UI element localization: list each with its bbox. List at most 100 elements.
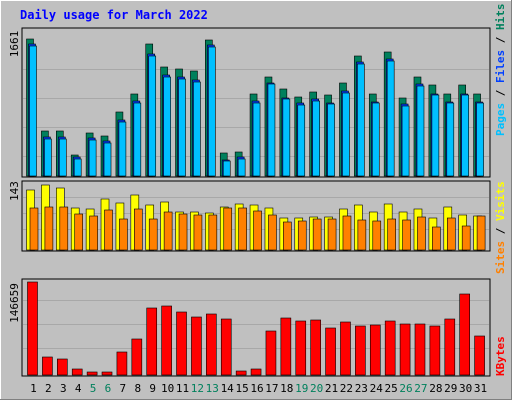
legend-slash-1: / <box>494 83 507 103</box>
x-axis-label: 15 <box>235 382 248 395</box>
top-panel-legend: Pages / Files / Hits <box>494 4 507 137</box>
legend-slash-2: / <box>494 30 507 50</box>
legend-visits: Visits <box>494 181 507 221</box>
sites-bar <box>178 213 188 251</box>
kbytes-bar <box>399 323 411 376</box>
bottom-panel-max-label: 146659 <box>8 283 21 323</box>
x-axis-label: 24 <box>370 382 384 395</box>
pages-bar <box>163 76 171 177</box>
pages-bar <box>88 139 97 177</box>
kbytes-bar <box>310 319 321 376</box>
x-axis-label: 13 <box>206 382 219 395</box>
sites-bar <box>193 214 203 251</box>
pages-bar <box>73 158 82 177</box>
sites-bar <box>268 214 277 251</box>
sites-bar <box>29 207 39 251</box>
x-axis-label: 7 <box>120 382 127 395</box>
kbytes-bar <box>220 318 232 376</box>
x-axis-label: 11 <box>176 382 189 395</box>
x-axis-label: 29 <box>444 382 457 395</box>
pages-bar <box>193 81 201 177</box>
pages-bar <box>267 83 276 177</box>
pages-bar <box>282 98 291 177</box>
x-axis-label: 9 <box>149 382 156 395</box>
top-panel-max-label: 1661 <box>8 31 21 58</box>
legend-sites: Sites <box>494 241 507 274</box>
kbytes-bar <box>27 281 38 376</box>
x-axis-label: 2 <box>45 382 52 395</box>
kbytes-bar <box>101 371 113 376</box>
sites-bar <box>312 218 322 251</box>
sites-bar <box>89 215 98 251</box>
chart-title: Daily usage for March 2022 <box>20 8 208 22</box>
kbytes-bar <box>235 370 247 376</box>
kbytes-bar <box>459 293 470 376</box>
x-axis-label: 23 <box>355 382 368 395</box>
kbytes-bar <box>191 316 202 376</box>
x-axis-label: 4 <box>75 382 82 395</box>
kbytes-bar <box>206 313 217 376</box>
pages-bar <box>342 92 350 177</box>
pages-bar <box>357 63 365 177</box>
pages-bar <box>103 142 112 177</box>
kbytes-bar <box>280 317 292 376</box>
sites-bar <box>432 226 441 251</box>
sites-bar <box>461 225 471 251</box>
kbytes-bar <box>429 325 441 376</box>
sites-bar <box>387 218 396 251</box>
x-axis-label: 12 <box>191 382 204 395</box>
sites-bar <box>134 208 143 251</box>
sites-bar <box>119 218 128 251</box>
kbytes-bar <box>444 318 456 376</box>
pages-bar <box>371 102 380 177</box>
kbytes-bar <box>384 320 396 376</box>
chart-bars <box>26 38 486 376</box>
sites-bar <box>327 218 337 251</box>
x-axis-label: 26 <box>399 382 412 395</box>
kbytes-bar <box>355 325 366 376</box>
kbytes-bar <box>474 335 485 376</box>
legend-kbytes: KBytes <box>494 336 507 376</box>
x-axis-label: 6 <box>105 382 112 395</box>
kbytes-bar <box>131 338 143 376</box>
kbytes-bar <box>250 368 262 376</box>
sites-bar <box>402 219 411 251</box>
pages-bar <box>476 102 484 177</box>
x-axis-label: 18 <box>280 382 293 395</box>
pages-bar <box>59 138 67 177</box>
sites-bar <box>238 207 247 251</box>
kbytes-bar <box>161 305 172 376</box>
x-axis-label: 20 <box>310 382 323 395</box>
pages-bar <box>461 94 469 177</box>
sites-bar <box>372 220 382 251</box>
kbytes-bar <box>116 351 128 376</box>
x-axis-label: 8 <box>134 382 141 395</box>
sites-bar <box>283 221 292 251</box>
kbytes-bar <box>265 330 277 376</box>
pages-bar <box>133 102 142 177</box>
pages-bar <box>208 46 216 177</box>
x-axis-label: 25 <box>385 382 398 395</box>
pages-bar <box>29 45 37 177</box>
sites-bar <box>297 220 307 251</box>
kbytes-bar <box>325 327 336 376</box>
x-axis-label: 16 <box>250 382 263 395</box>
middle-panel-legend: Sites / Visits <box>494 181 507 274</box>
legend-pages: Pages <box>494 103 507 136</box>
x-axis-label: 14 <box>221 382 235 395</box>
x-axis-label: 22 <box>340 382 353 395</box>
sites-bar <box>357 219 367 251</box>
sites-bar <box>148 218 158 251</box>
x-axis-label: 10 <box>161 382 174 395</box>
pages-bar <box>44 138 52 177</box>
x-axis-label: 1 <box>30 382 37 395</box>
x-axis-label: 5 <box>90 382 97 395</box>
kbytes-bar <box>86 371 98 376</box>
sites-bar <box>417 216 426 251</box>
kbytes-bar <box>295 320 307 376</box>
pages-bar <box>416 85 425 177</box>
x-axis-label: 21 <box>325 382 338 395</box>
x-axis-label: 30 <box>459 382 472 395</box>
